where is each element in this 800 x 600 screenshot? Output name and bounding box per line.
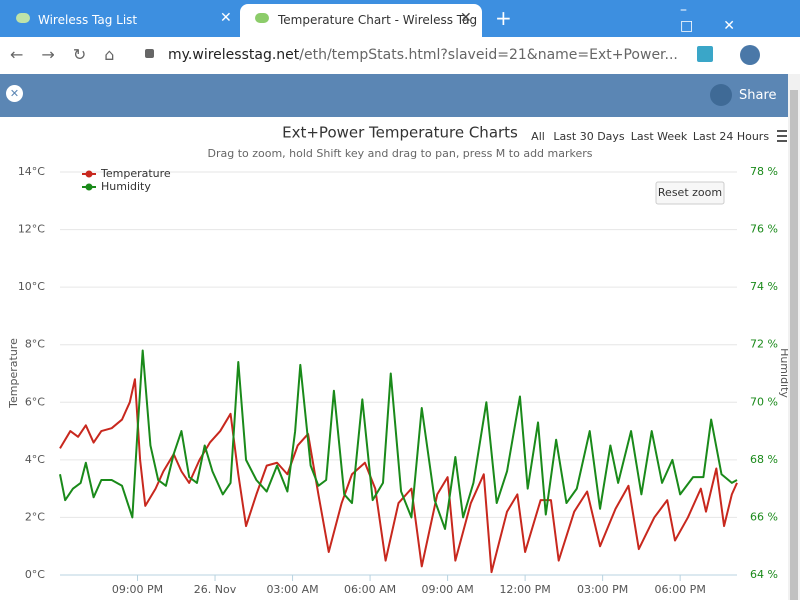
y2-tick-label: 78 % — [750, 165, 778, 178]
close-tab[interactable]: ✕ — [460, 10, 472, 26]
legend-marker — [85, 170, 93, 178]
tab-icon — [255, 13, 269, 23]
close-tab[interactable]: ✕ — [220, 10, 232, 26]
y-tick-label: 6°C — [25, 395, 45, 408]
range-button[interactable]: Last 24 Hours — [693, 130, 769, 143]
y2-tick-label: 68 % — [750, 453, 778, 466]
legend-marker — [85, 183, 93, 191]
y2-tick-label: 70 % — [750, 395, 778, 408]
chart: Ext+Power Temperature Charts Drag to zoo… — [7, 124, 788, 597]
y2-axis-title: Humidity — [778, 348, 788, 398]
y2-tick-label: 74 % — [750, 280, 778, 293]
y2-tick-label: 64 % — [750, 568, 778, 581]
legend-label: Humidity — [101, 180, 151, 193]
chart-title: Ext+Power Temperature Charts — [282, 124, 518, 142]
range-button[interactable]: Last 30 Days — [553, 130, 625, 143]
range-button[interactable]: Last Week — [631, 130, 688, 143]
tab-active[interactable]: Temperature Chart - Wireless Tag — [240, 4, 482, 37]
y2-tick-label: 66 % — [750, 510, 778, 523]
tab-icon — [16, 13, 30, 23]
share-icon[interactable] — [710, 84, 732, 106]
share[interactable]: Share — [739, 88, 777, 103]
nav-buttons[interactable]: ←→↻⌂ — [10, 45, 133, 64]
series-line — [59, 349, 738, 530]
y2-tick-label: 76 % — [750, 223, 778, 236]
y-axis-title: Temperature — [7, 338, 20, 409]
close-button[interactable]: ✕ — [6, 85, 23, 102]
x-tick-label: 03:00 PM — [577, 583, 628, 596]
y-tick-label: 14°C — [18, 165, 45, 178]
url[interactable]: my.wirelesstag.net/eth/tempStats.html?sl… — [168, 47, 678, 63]
profile[interactable] — [740, 45, 760, 65]
menu-icon[interactable] — [777, 130, 787, 142]
lock-icon — [145, 49, 154, 58]
app-toolbar: ✕ Share — [0, 74, 788, 117]
extension[interactable] — [697, 46, 713, 62]
y-tick-label: 2°C — [25, 510, 45, 523]
range-button[interactable]: All — [531, 130, 545, 143]
x-tick-label: 06:00 PM — [654, 583, 705, 596]
reset-zoom-button[interactable] — [655, 181, 725, 205]
x-tick-label: 12:00 PM — [499, 583, 550, 596]
x-tick-label: 26. Nov — [194, 583, 237, 596]
new-tab[interactable]: + — [495, 6, 512, 30]
x-tick-label: 03:00 AM — [266, 583, 318, 596]
y-tick-label: 10°C — [18, 280, 45, 293]
scrollbar[interactable] — [788, 74, 800, 600]
series-line — [59, 378, 738, 574]
y-tick-label: 8°C — [25, 338, 45, 351]
y-tick-label: 12°C — [18, 223, 45, 236]
tab-strip: Wireless Tag List Temperature Chart - Wi… — [0, 0, 800, 37]
window-controls[interactable]: –□✕ — [680, 2, 765, 34]
reset-zoom[interactable]: Reset zoom — [658, 186, 722, 199]
url-host: my.wirelesstag.net — [168, 47, 300, 63]
chart-subtitle: Drag to zoom, hold Shift key and drag to… — [207, 147, 592, 160]
address-row: ←→↻⌂ — [0, 37, 800, 75]
y2-tick-label: 72 % — [750, 338, 778, 351]
url-path: /eth/tempStats.html?slaveid=21&name=Ext+… — [299, 47, 678, 63]
x-tick-label: 09:00 PM — [112, 583, 163, 596]
y-tick-label: 4°C — [25, 453, 45, 466]
x-tick-label: 09:00 AM — [421, 583, 473, 596]
tab[interactable]: Wireless Tag List — [38, 13, 138, 27]
x-tick-label: 06:00 AM — [344, 583, 396, 596]
legend-label: Temperature — [100, 167, 171, 180]
y-tick-label: 0°C — [25, 568, 45, 581]
